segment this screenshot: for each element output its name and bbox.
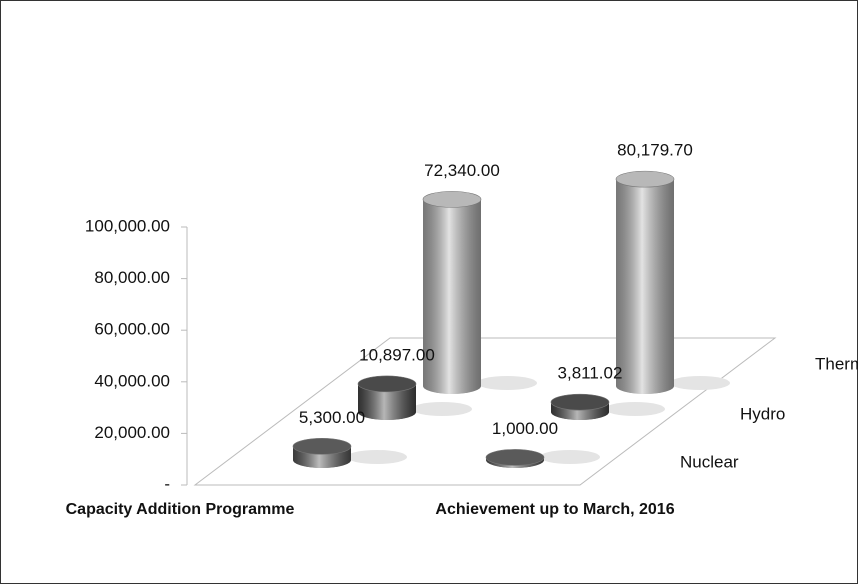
legend-label: Nuclear [680,452,739,471]
shadow [540,450,600,464]
y-tick-label: 40,000.00 [94,371,170,390]
y-tick-label: 20,000.00 [94,423,170,442]
cylinder-shine [423,199,481,394]
value-label: 80,179.70 [617,141,693,160]
legend-label: Hydro [740,404,785,423]
cylinder-top [550,393,610,411]
cylinder-top [292,438,352,455]
cylinder-shine [358,383,416,420]
y-tick-label: 100,000.00 [85,216,170,235]
value-label: 1,000.00 [492,419,558,438]
value-label: 10,897.00 [359,345,435,364]
shadow [605,402,665,416]
y-tick-label: - [164,474,170,493]
cylinder-shine [616,179,674,394]
y-tick-label: 60,000.00 [94,320,170,339]
value-label: 3,811.02 [558,364,623,383]
y-tick-label: 80,000.00 [94,268,170,287]
value-label: 5,300.00 [299,408,365,427]
cylinder-top [357,375,417,393]
shadow [347,450,407,464]
value-label: 72,340.00 [424,161,500,180]
cylinder-top [615,170,675,188]
legend-label: Thermal [815,354,858,373]
x-category-label: Achievement up to March, 2016 [435,501,674,518]
shadow [412,402,472,416]
shadow [670,376,730,390]
shadow [477,376,537,390]
cylinder-top [485,449,545,466]
x-category-label: Capacity Addition Programme [66,501,295,518]
cylinder-top [422,191,482,208]
floor [193,337,777,486]
